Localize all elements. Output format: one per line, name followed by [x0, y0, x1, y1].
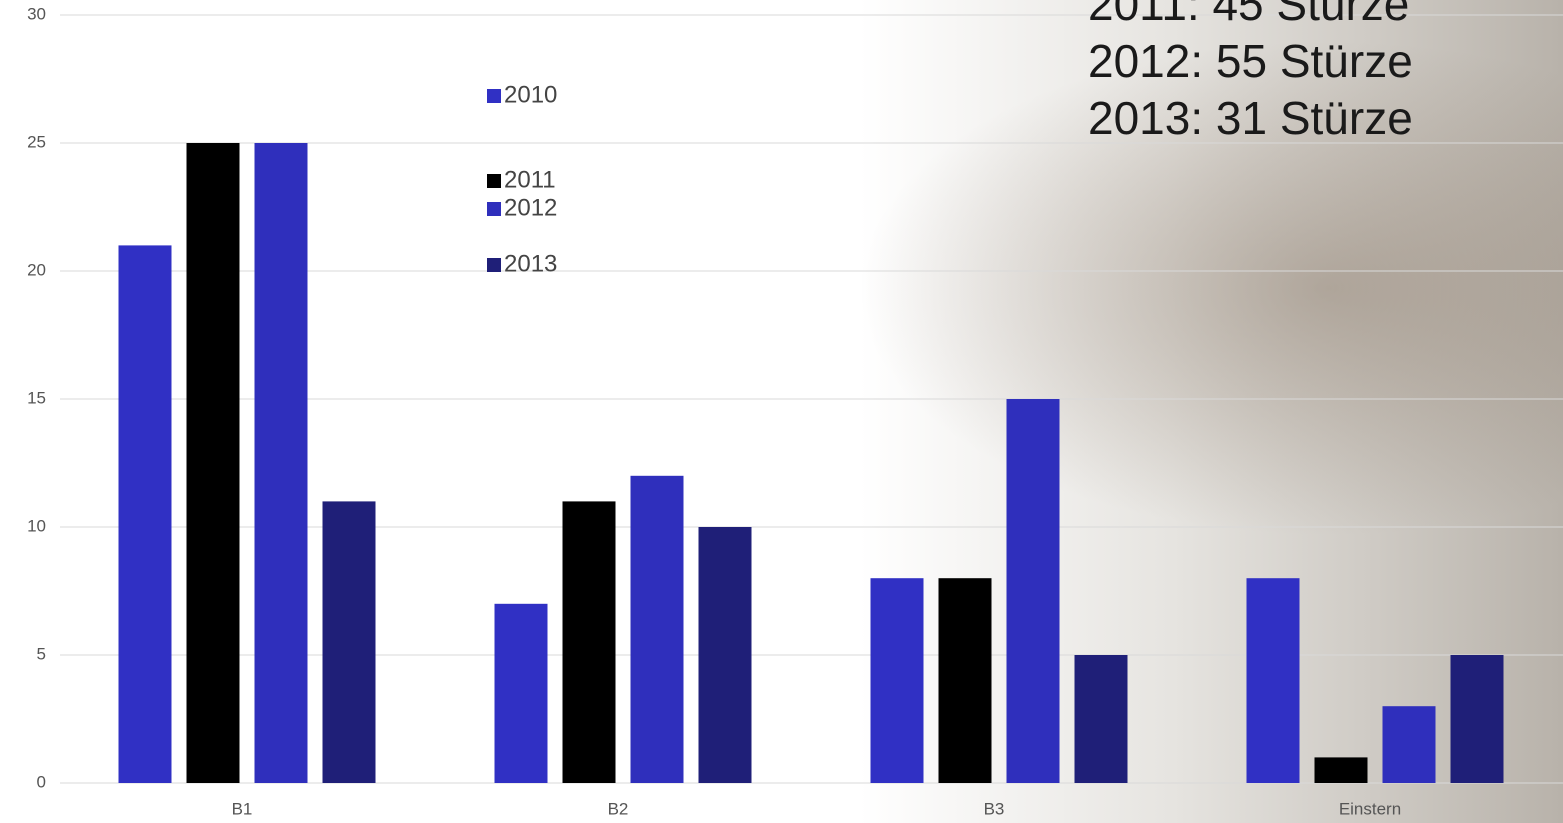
annotation: 2011: 45 Stürze	[1088, 0, 1409, 30]
bar	[254, 143, 308, 783]
bar	[1314, 757, 1368, 783]
bar	[1006, 399, 1060, 783]
bar	[118, 245, 172, 783]
legend-swatch	[487, 258, 501, 272]
annotation: 2012: 55 Stürze	[1088, 35, 1413, 87]
y-tick-label: 15	[27, 388, 46, 407]
bar	[1450, 655, 1504, 783]
y-tick-label: 25	[27, 132, 46, 151]
bar	[630, 475, 684, 783]
x-tick-label: B3	[984, 799, 1005, 818]
x-tick-label: B1	[232, 799, 253, 818]
bar	[870, 578, 924, 783]
legend-swatch	[487, 89, 501, 103]
bar	[322, 501, 376, 783]
y-tick-label: 5	[37, 644, 46, 663]
bar	[494, 603, 548, 783]
bar	[186, 143, 240, 783]
bar	[1074, 655, 1128, 783]
bar	[698, 527, 752, 783]
legend-label: 2012	[504, 194, 557, 221]
y-tick-label: 10	[27, 516, 46, 535]
bar	[938, 578, 992, 783]
bar	[1246, 578, 1300, 783]
bar	[562, 501, 616, 783]
legend-swatch	[487, 174, 501, 188]
legend-swatch	[487, 202, 501, 216]
bar	[1382, 706, 1436, 783]
y-tick-label: 20	[27, 260, 46, 279]
legend-label: 2013	[504, 250, 557, 277]
y-tick-label: 0	[37, 772, 46, 791]
legend-label: 2010	[504, 81, 557, 108]
annotation: 2013: 31 Stürze	[1088, 92, 1413, 144]
x-tick-label: B2	[608, 799, 629, 818]
legend-label: 2011	[504, 166, 556, 193]
y-tick-label: 30	[27, 4, 46, 23]
x-tick-label: Einstern	[1339, 799, 1401, 818]
